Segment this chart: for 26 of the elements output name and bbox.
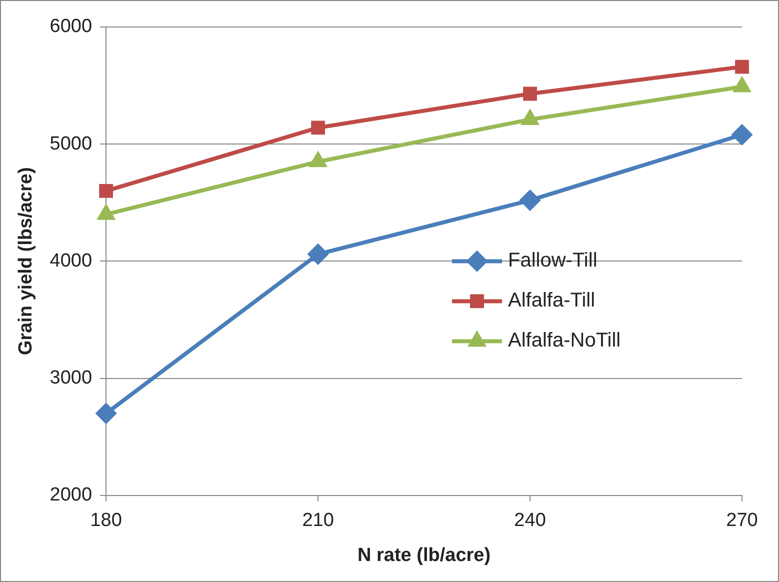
point	[732, 124, 752, 145]
legend-label: Alfalfa-Till	[508, 290, 596, 312]
point	[523, 86, 537, 101]
legend-label: Fallow-Till	[508, 250, 598, 272]
point	[308, 244, 328, 264]
x-tick-label: 210	[302, 510, 334, 532]
x-tick-label: 180	[90, 510, 122, 532]
point	[99, 184, 114, 198]
legend-label: Alfalfa-NoTill	[508, 330, 621, 352]
x-tick-label: 240	[514, 510, 546, 532]
x-tick-label: 270	[726, 510, 758, 532]
point	[311, 120, 325, 135]
point	[310, 152, 326, 168]
y-axis-title: Grain yield (lbs/acre)	[16, 167, 37, 356]
y-tick-label: 2000	[50, 484, 92, 506]
point	[520, 190, 540, 210]
point	[735, 60, 749, 74]
y-tick-label: 4000	[50, 250, 92, 272]
y-tick-label: 6000	[50, 16, 92, 38]
y-tick-label: 5000	[50, 133, 92, 154]
x-axis-title: N rate (lb/acre)	[358, 544, 491, 566]
point	[734, 78, 750, 92]
point	[98, 205, 114, 220]
y-tick-label: 3000	[50, 368, 92, 389]
point	[522, 110, 538, 126]
point	[96, 403, 116, 424]
